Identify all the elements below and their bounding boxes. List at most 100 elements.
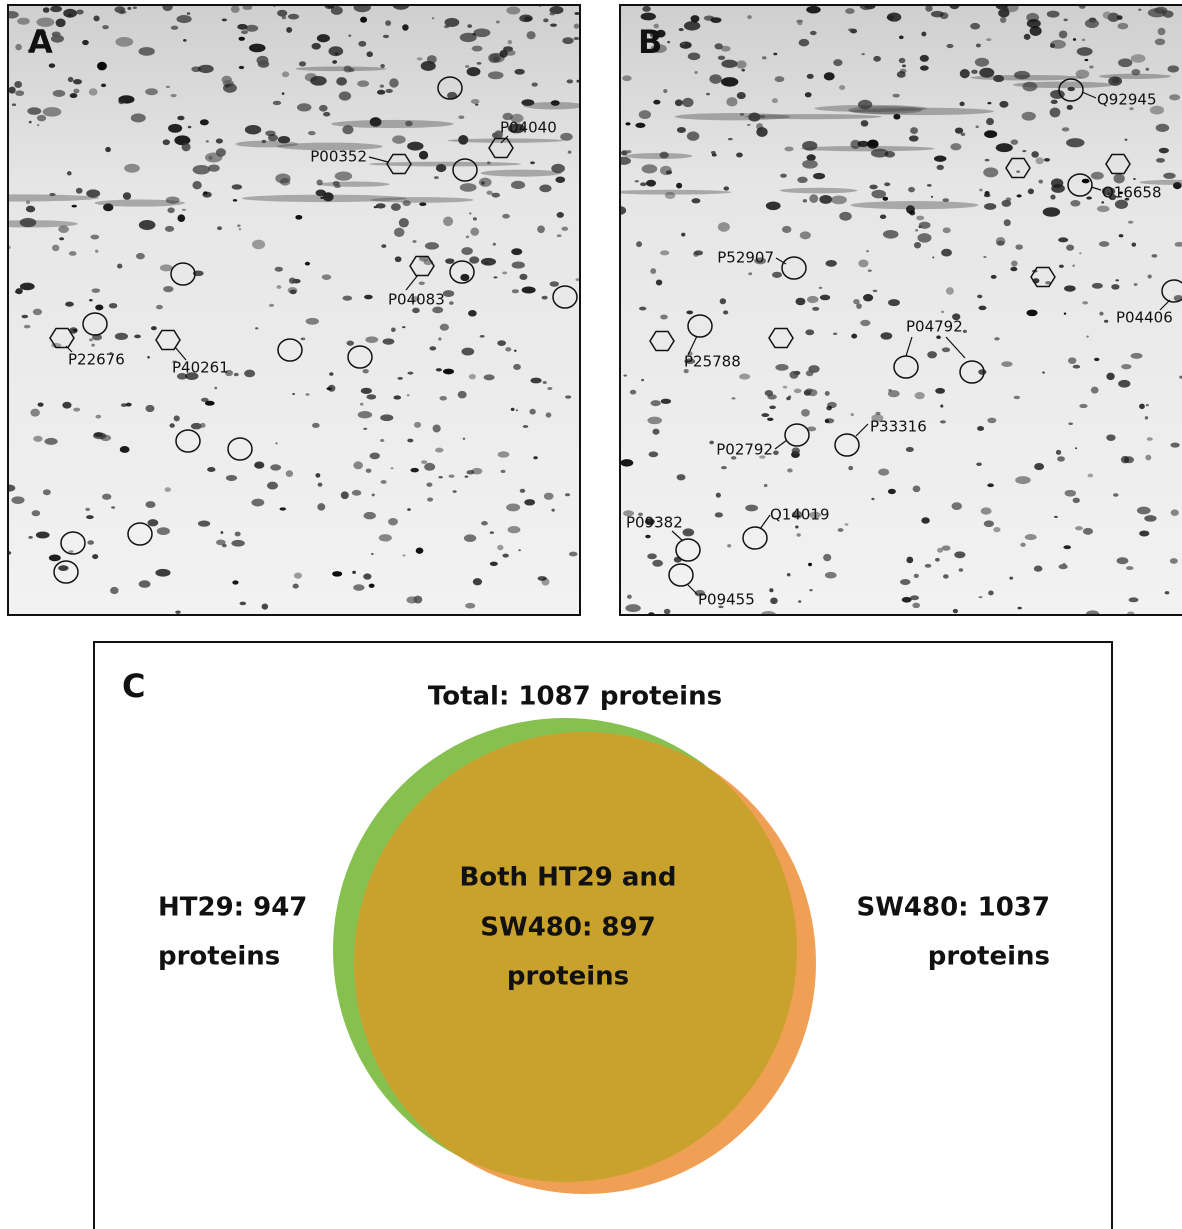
gel-spot — [360, 403, 363, 406]
gel-spot — [1158, 28, 1166, 36]
gel-spot — [741, 69, 745, 72]
gel-spot — [1106, 373, 1114, 380]
gel-spot — [198, 65, 214, 73]
gel-spot — [1131, 54, 1146, 63]
gel-spot — [419, 282, 425, 285]
gel-spot — [438, 476, 442, 478]
gel-spot — [1062, 127, 1070, 131]
gel-spot — [1064, 285, 1076, 291]
gel-spot — [917, 233, 931, 242]
gel-spot — [876, 412, 881, 415]
gel-spot — [1134, 283, 1138, 286]
gel-spot — [379, 534, 392, 541]
gel-spot — [27, 107, 41, 115]
spot-label: P09382 — [626, 514, 683, 532]
gel-spot — [315, 473, 320, 478]
gel-spot — [449, 301, 454, 305]
gel-spot — [942, 347, 950, 352]
gel-spot — [839, 212, 852, 221]
gel-spot — [808, 563, 812, 566]
gel-spot — [1148, 8, 1166, 17]
gel-streak — [625, 153, 692, 159]
gel-spot — [443, 217, 453, 227]
gel-spot — [407, 142, 423, 151]
gel-spot — [389, 78, 398, 87]
gel-spot — [616, 157, 631, 165]
gel-spot — [625, 122, 630, 125]
gel-spot — [833, 333, 837, 335]
gel-spot — [812, 307, 819, 311]
gel-spot — [492, 132, 499, 138]
gel-spot — [1156, 158, 1165, 163]
gel-spot — [126, 403, 132, 407]
gel-spot — [792, 447, 800, 454]
gel-spot — [28, 536, 32, 539]
gel-spot — [1084, 59, 1088, 61]
gel-spot — [1051, 100, 1058, 104]
gel-spot — [1139, 531, 1149, 537]
gel-spot — [798, 600, 801, 603]
gel-spot — [880, 332, 892, 339]
gel-spot — [574, 12, 579, 15]
gel-spot — [998, 9, 1009, 18]
gel-spot — [1017, 607, 1022, 610]
gel-spot — [24, 325, 31, 329]
gel-spot — [165, 487, 171, 492]
gel-spot — [826, 260, 837, 267]
gel-spot — [464, 534, 476, 542]
gel-spot — [193, 165, 210, 175]
gel-spot — [902, 64, 906, 67]
gel-spot — [1016, 170, 1020, 173]
gel-spot — [860, 320, 870, 326]
gel-spot — [363, 573, 371, 579]
gel-streak — [295, 66, 386, 71]
gel-spot — [435, 448, 443, 453]
gel-spot — [89, 338, 93, 341]
gel-spot — [761, 413, 769, 417]
gel-spot — [280, 507, 286, 510]
gel-spot — [932, 256, 934, 258]
gel-spot — [931, 196, 933, 198]
gel-spot — [72, 205, 77, 208]
gel-spot — [91, 344, 94, 347]
gel-spot — [511, 408, 515, 411]
gel-spot — [789, 371, 798, 379]
gel-spot — [946, 287, 954, 295]
gel-spot — [1011, 139, 1019, 144]
gel-spot — [694, 250, 703, 255]
gel-spot — [861, 120, 869, 127]
gel-spot — [1145, 68, 1149, 71]
gel-spot — [1083, 528, 1093, 535]
gel-spot — [766, 201, 781, 210]
gel-spot — [328, 46, 343, 56]
gel-spot — [1151, 254, 1157, 258]
gel-spot — [943, 198, 950, 202]
gel-spot — [282, 16, 287, 20]
gel-spot — [769, 405, 776, 409]
gel-spot — [394, 228, 405, 237]
gel-spot — [976, 44, 981, 48]
gel-spot — [469, 212, 471, 214]
gel-spot — [490, 531, 494, 534]
gel-spot — [203, 191, 207, 194]
gel-spot — [506, 6, 520, 14]
gel-spot — [825, 572, 837, 579]
gel-spot — [469, 374, 476, 379]
gel-spot — [718, 222, 730, 232]
gel-spot — [262, 603, 268, 609]
gel-spot — [1010, 267, 1017, 271]
gel-spot — [205, 153, 222, 163]
gel-spot — [726, 97, 737, 106]
gel-spot — [58, 565, 68, 571]
gel-spot — [953, 609, 958, 613]
gel-spot — [639, 110, 651, 119]
gel-spot — [796, 20, 803, 23]
gel-spot — [1068, 423, 1073, 425]
gel-spot — [73, 408, 80, 412]
gel-spot — [1128, 221, 1133, 224]
gel-spot — [959, 102, 964, 106]
gel-spot — [783, 386, 787, 389]
gel-spot — [139, 580, 151, 588]
gel-spot — [688, 52, 701, 60]
gel-spot — [667, 41, 670, 43]
